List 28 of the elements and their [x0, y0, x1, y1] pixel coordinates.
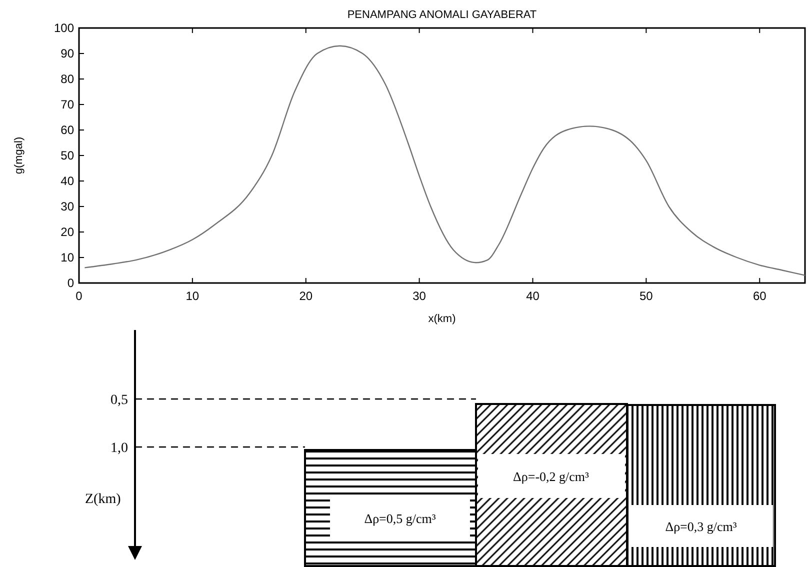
y-tick-label: 60 [60, 123, 74, 138]
x-tick-label: 10 [186, 289, 200, 303]
y-tick-label: 70 [60, 98, 74, 112]
chart-title: PENAMPANG ANOMALI GAYABERAT [347, 9, 537, 21]
y-tick-label: 20 [60, 225, 74, 240]
y-tick-label: 40 [60, 174, 74, 188]
text: Δρ=-0,2 g/cm³ [513, 469, 590, 484]
y-tick-label: 90 [60, 46, 74, 61]
x-tick-label: 40 [526, 289, 540, 303]
y-tick-label: 100 [54, 21, 74, 36]
y-tick-label: 50 [60, 148, 74, 163]
x-tick-label: 20 [299, 289, 313, 303]
y-axis-title: g(mgal) [13, 136, 25, 174]
text: Δρ=0,5 g/cm³ [364, 511, 436, 526]
line-series [84, 45, 806, 276]
text: Z(km) [85, 492, 122, 507]
text: 0,5 [110, 393, 128, 408]
x-tick-label: 30 [412, 289, 426, 303]
x-axis-title: x(km) [428, 313, 456, 325]
x-tick-label: 50 [640, 289, 654, 303]
x-tick-label: 60 [752, 289, 767, 303]
text: 1,0 [110, 441, 128, 456]
x-tick-label: 0 [76, 289, 83, 303]
text: Δρ=0,3 g/cm³ [665, 519, 737, 534]
y-tick-label: 30 [60, 200, 74, 214]
y-tick-label: 0 [67, 276, 74, 290]
y-tick-label: 10 [60, 250, 74, 265]
y-tick-label: 80 [60, 72, 74, 86]
